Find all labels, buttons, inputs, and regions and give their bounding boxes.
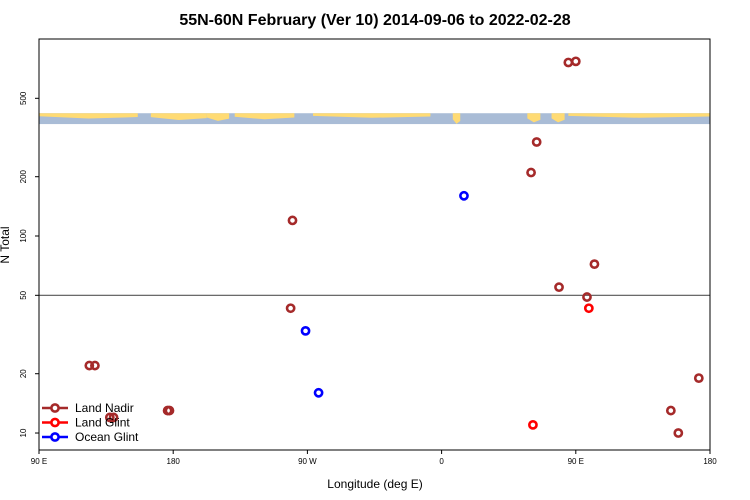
point-ocean-glint [313, 387, 324, 398]
x-tick-label: 90 E [31, 457, 47, 466]
y-tick-label: 500 [19, 91, 28, 105]
point-land-nadir [84, 360, 95, 371]
y-axis-ticks: 10 20 50 100 200 500 [19, 91, 39, 437]
y-tick-label: 100 [19, 229, 28, 243]
plot-frame [38, 38, 711, 451]
y-tick-label: 20 [19, 369, 28, 378]
legend-marker [50, 417, 60, 428]
x-tick-label: 90 W [298, 457, 317, 466]
point-land-nadir [693, 373, 704, 384]
point-land-nadir [285, 303, 296, 314]
legend-label: Land Nadir [75, 401, 134, 415]
x-tick-label: 180 [703, 457, 717, 466]
x-tick-label: 90 E [568, 457, 584, 466]
point-land-nadir [108, 412, 119, 423]
point-land-nadir [90, 360, 100, 371]
map-land-8 [568, 113, 710, 118]
world-map-band [39, 113, 710, 125]
point-land-nadir [589, 259, 600, 270]
map-land-3 [234, 113, 295, 120]
x-tick-label: 0 [439, 457, 444, 466]
legend-marker [50, 403, 60, 413]
point-land-nadir [104, 412, 115, 423]
map-land-0 [39, 113, 138, 119]
y-tick-label: 50 [19, 290, 28, 299]
point-ocean-glint [300, 325, 311, 336]
legend-marker [50, 432, 60, 442]
map-land-7 [551, 113, 565, 123]
y-tick-label: 200 [19, 169, 28, 183]
point-land-nadir [164, 405, 175, 416]
map-land-4 [312, 113, 431, 118]
point-land-nadir [582, 292, 592, 302]
x-axis-ticks: 90 E 180 90 W 0 90 E 180 [31, 450, 717, 466]
chart-title: 55N-60N February (Ver 10) 2014-09-06 to … [179, 12, 570, 29]
x-axis-label: Longitude (deg E) [327, 477, 422, 491]
point-land-nadir [673, 428, 684, 438]
point-land-glint [528, 419, 538, 430]
y-axis-label: N Total [0, 226, 12, 263]
point-land-nadir [287, 215, 298, 226]
point-land-nadir [531, 137, 542, 147]
map-band-ocean [39, 113, 710, 125]
legend-label: Ocean Glint [75, 430, 139, 444]
point-land-nadir [526, 167, 536, 178]
data-points [84, 56, 704, 438]
point-land-nadir [570, 56, 581, 67]
point-ocean-glint [459, 190, 469, 201]
point-land-nadir [554, 282, 564, 293]
y-tick-label: 10 [19, 428, 28, 437]
map-land-6 [527, 113, 541, 123]
map-land-1 [150, 113, 207, 121]
point-land-nadir [665, 405, 676, 416]
legend-label: Land Glint [75, 416, 130, 430]
point-land-nadir [563, 57, 574, 68]
map-land-5 [452, 113, 461, 124]
map-land-2 [206, 113, 230, 121]
point-land-glint [583, 303, 594, 314]
x-tick-label: 180 [167, 457, 181, 466]
